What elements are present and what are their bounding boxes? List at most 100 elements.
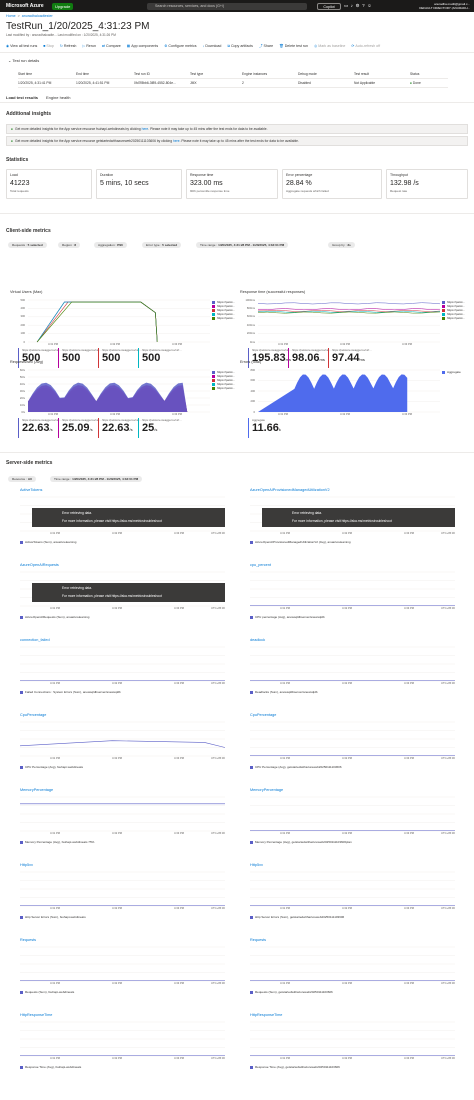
legend-item[interactable]: https://petst... [212,304,235,308]
legend-item[interactable]: https://petst... [442,312,465,316]
y-tick-label: 800ms [246,306,255,310]
legend-item[interactable]: https://petst... [442,300,465,304]
filter-pill[interactable]: Time range : 1/20/2025, 4:31:28 PM - 1/2… [196,242,289,248]
filter-pill[interactable]: Region : 8 [58,242,81,248]
account-menu[interactable]: anuradha.mudit@gmail.c... DEFAULT DIRECT… [419,2,470,10]
server-chart-title[interactable]: CpuPercentage [250,713,277,717]
legend-item[interactable]: https://petst... [212,370,235,374]
brand-name[interactable]: Microsoft Azure [6,3,44,9]
filter-pill[interactable]: Resource : All [8,476,36,482]
server-chart-title[interactable]: Http5xx [250,863,263,867]
server-chart-title[interactable]: Requests [250,938,267,942]
table-row: 1/20/2025, 4:31:41 PM 1/20/2025, 4:41:51 … [18,79,448,88]
delete-button[interactable]: 🗑Delete test run [279,44,308,48]
chart-plot [257,299,441,343]
upgrade-button[interactable]: Upgrade [52,2,74,10]
cloud-shell-icon[interactable]: ▭ [344,3,351,8]
x-tick-label: 4:32 PM [342,682,353,685]
stat-unit: /s [129,427,133,432]
legend-item[interactable]: https://petst... [442,304,465,308]
filter-pill[interactable]: Aggregation : P90 [94,242,127,248]
legend-item[interactable]: https://petst... [442,316,465,320]
feedback-icon[interactable]: ☺ [367,3,375,8]
y-tick-label: 0 [253,410,256,414]
timezone-label: UTC+05:30 [441,982,455,985]
server-chart-title[interactable]: MemoryPercentage [250,788,284,792]
server-chart-title[interactable]: AzureOpenAIProvisionedManagedUtilization… [250,488,330,492]
y-tick-label: 800 [250,368,255,372]
download-button[interactable]: ↓Download [203,44,222,48]
x-tick-label: 4:33 PM [172,343,183,346]
auto-refresh-button[interactable]: ⟳Auto-refresh off [351,44,380,48]
share-button[interactable]: ⤴Share [259,44,273,49]
bell-icon[interactable]: ♪ [350,3,356,8]
breadcrumb-home[interactable]: Home [6,14,16,18]
legend-item[interactable]: https://petst... [212,386,235,390]
x-tick-label: 4:32 PM [342,907,353,910]
rerun-button[interactable]: ▷Rerun [82,44,96,48]
legend-item[interactable]: https://petst... [212,382,235,386]
configure-metrics-button[interactable]: ⚙Configure metrics [164,44,196,48]
gear-icon[interactable]: ⚙ [355,3,363,8]
legend-item[interactable]: https://petst... [212,378,235,382]
copilot-button[interactable]: Copilot [317,2,341,10]
error-more-text: For more information, please visit https… [62,594,162,598]
delete-icon: 🗑 [279,44,284,48]
legend-item[interactable]: https://petst... [442,308,465,312]
server-chart-title[interactable]: Http5xx [20,863,33,867]
run-details-toggle[interactable]: ⌄ Test run details [8,58,39,63]
timezone-label: UTC+05:30 [211,832,225,835]
search-input[interactable]: Search resources, services, and docs (G+… [147,2,307,10]
legend-item[interactable]: Aggregate [442,370,461,374]
insight-banner: ● Get more detailed insights for the App … [6,124,468,134]
cell-value: Not Applicable [354,81,376,85]
legend-swatch [442,312,445,316]
server-chart-title[interactable]: Requests [20,938,37,942]
server-chart-title[interactable]: AzureOpenAIRequests [20,563,59,567]
server-chart-plot [250,946,455,982]
server-chart-title[interactable]: deadlock [250,638,266,642]
server-chart-title[interactable]: CpuPercentage [20,713,47,717]
compare-button[interactable]: ⇄Compare [102,44,121,48]
filter-pill[interactable]: Requests : 5 selected [8,242,47,248]
server-chart-plot [250,571,455,607]
legend-item[interactable]: https://petst... [212,312,235,316]
filter-pill[interactable]: Group by : 3s [328,242,355,248]
legend-swatch [212,386,215,390]
cell-value: JMX [190,81,197,85]
tab-load-test-results[interactable]: Load test results [6,95,39,103]
server-chart-title[interactable]: HttpResponseTime [250,1013,283,1017]
stop-button[interactable]: ■Stop [43,44,54,48]
x-tick-label: 4:31 PM [50,757,61,760]
y-tick-label: 400 [250,389,255,393]
timezone-label: UTC+05:30 [441,832,455,835]
timezone-label: UTC+05:30 [211,907,225,910]
breadcrumb-resource[interactable]: anuradhaloadtester [21,14,53,18]
y-tick-label: 1000ms [245,298,255,302]
legend-item[interactable]: https://petst... [212,300,235,304]
chart-title: Errors (total) [240,360,262,364]
legend-label: https://petst... [447,316,466,320]
tab-engine-health[interactable]: Engine health [46,95,71,100]
server-chart-title[interactable]: MemoryPercentage [20,788,54,792]
help-icon[interactable]: ? [362,3,368,8]
server-chart-title[interactable]: connection_failed [20,638,50,642]
insight-link[interactable]: here [141,127,149,131]
server-chart-title[interactable]: ActiveTokens [20,488,43,492]
refresh-button[interactable]: ↻Refresh [60,44,77,48]
stat-number: 25/s [142,422,182,436]
filter-pill[interactable]: Time range : 1/20/2025, 4:31:28 PM - 1/2… [50,476,143,482]
server-chart-title[interactable]: HttpResponseTime [20,1013,53,1017]
app-components-button[interactable]: ▦App components [127,44,158,48]
baseline-button[interactable]: ◎Mark as baseline [314,44,345,48]
legend-item[interactable]: https://petst... [212,316,235,320]
legend-item[interactable]: https://petst... [212,308,235,312]
view-runs-button[interactable]: ◉View all test runs [6,44,37,48]
copy-artifacts-button[interactable]: ⧉Copy artifacts [227,44,253,48]
insight-link[interactable]: here [172,139,180,143]
legend-swatch [212,304,215,308]
series-line [257,308,441,311]
server-chart-title[interactable]: cpu_percent [250,563,271,567]
filter-pill[interactable]: Error type : 5 selected [142,242,182,248]
legend-item[interactable]: https://petst... [212,374,235,378]
